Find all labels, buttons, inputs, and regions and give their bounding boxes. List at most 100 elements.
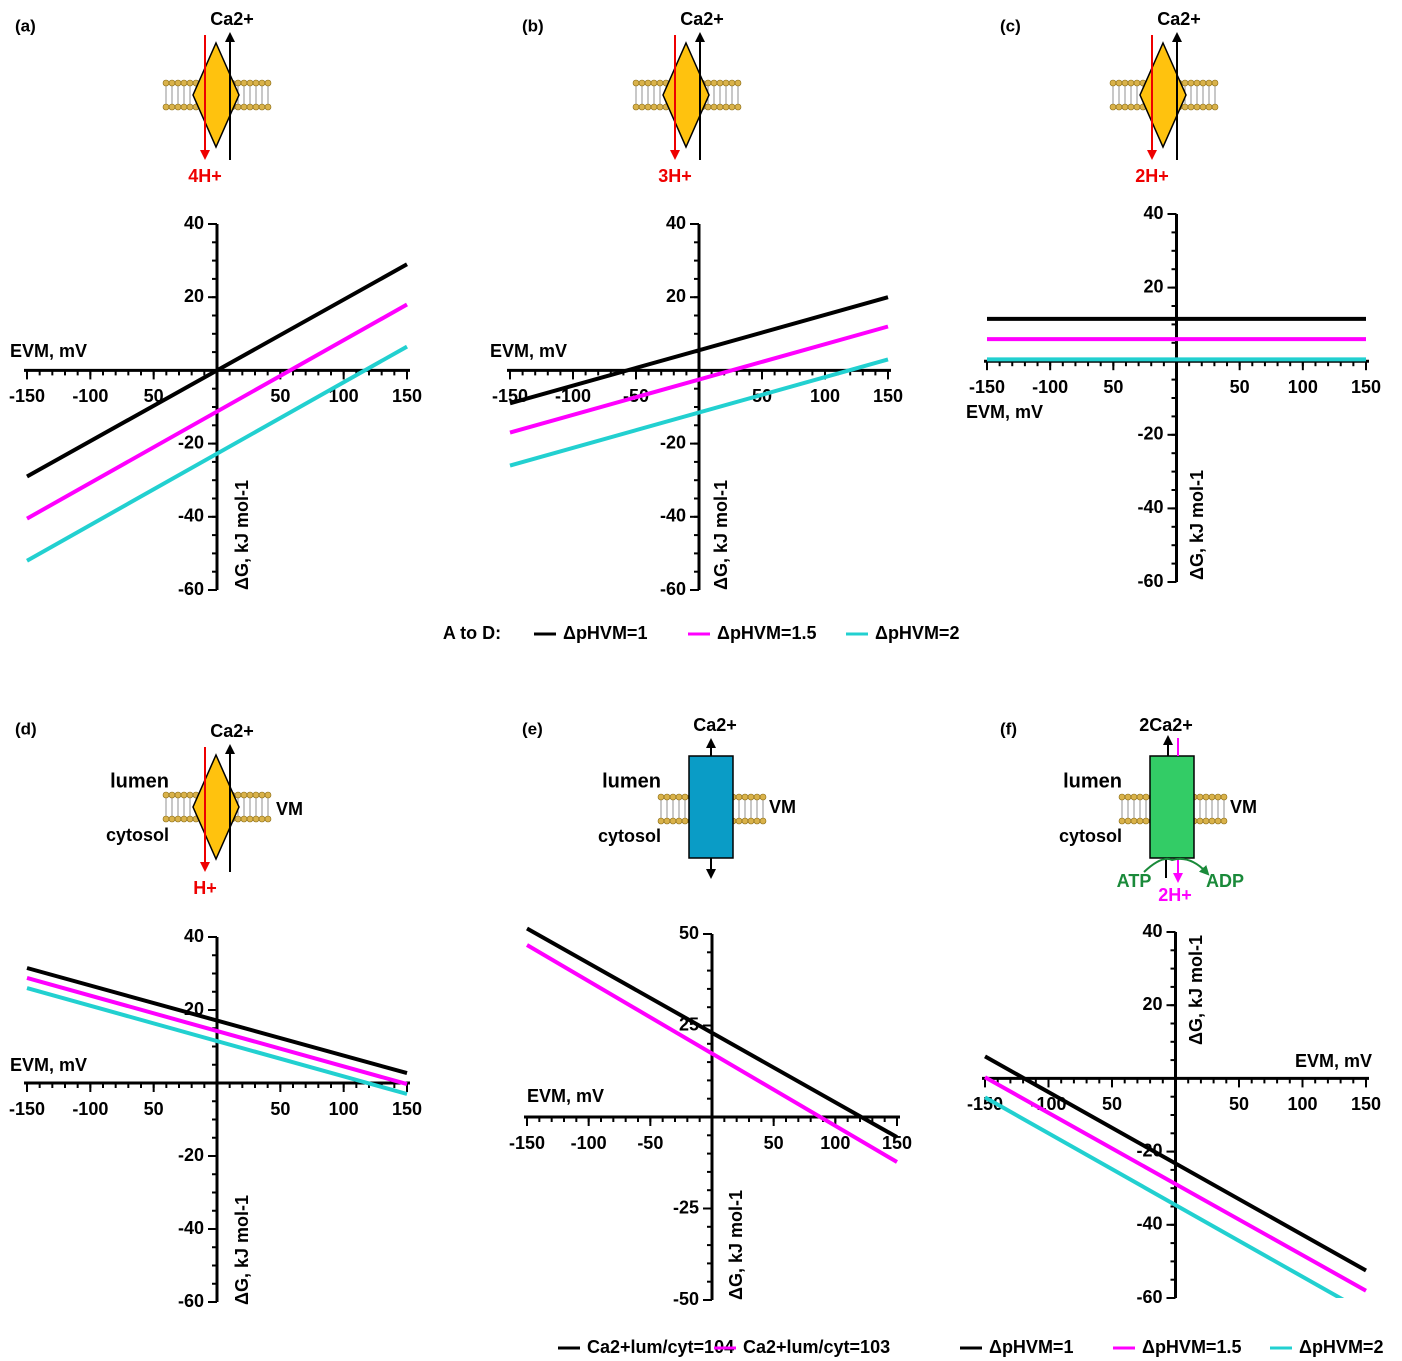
lipid-head xyxy=(1206,80,1212,86)
diagram-label: cytosol xyxy=(106,825,169,845)
lipid-head xyxy=(247,816,253,822)
legend-label: Ca2+lum/cyt=104 xyxy=(587,1337,734,1357)
panel-label: (e) xyxy=(522,719,543,738)
lipid-head xyxy=(1200,104,1206,110)
lipid-head xyxy=(1122,104,1128,110)
diagram-label: 3H+ xyxy=(658,166,692,186)
y-tick-label: -60 xyxy=(660,579,686,599)
x-tick-label: 50 xyxy=(1102,1094,1122,1114)
lipid-head xyxy=(651,104,657,110)
lipid-head xyxy=(639,80,645,86)
diagram-label: VM xyxy=(276,799,303,819)
diagram-label: Ca2+ xyxy=(1157,9,1201,29)
x-axis-label: EVM, mV xyxy=(490,341,567,361)
transporter xyxy=(663,43,709,147)
lipid-head xyxy=(1143,818,1149,824)
lipid-head xyxy=(1125,794,1131,800)
diagram-label: 4H+ xyxy=(188,166,222,186)
lipid-head xyxy=(1122,80,1128,86)
lipid-head xyxy=(705,80,711,86)
lipid-head xyxy=(241,816,247,822)
lipid-head xyxy=(664,818,670,824)
lipid-head xyxy=(253,104,259,110)
legend-label: ΔpHVM=2 xyxy=(1299,1337,1383,1357)
y-axis-label: ΔG, kJ mol-1 xyxy=(711,480,731,590)
y-tick-label: -40 xyxy=(178,1218,204,1238)
lipid-head xyxy=(748,818,754,824)
y-tick-label: -60 xyxy=(1137,571,1163,591)
lipid-head xyxy=(1110,80,1116,86)
legend-label: ΔpHVM=1.5 xyxy=(717,623,816,643)
lipid-head xyxy=(175,816,181,822)
lipid-head xyxy=(639,104,645,110)
lipid-head xyxy=(633,104,639,110)
lipid-head xyxy=(265,816,271,822)
diagram-label: H+ xyxy=(193,878,217,898)
lipid-head xyxy=(711,80,717,86)
lipid-head xyxy=(1200,80,1206,86)
lipid-head xyxy=(241,80,247,86)
lipid-head xyxy=(181,816,187,822)
lipid-head xyxy=(1125,818,1131,824)
lipid-head xyxy=(1116,80,1122,86)
lipid-head xyxy=(163,816,169,822)
lipid-head xyxy=(736,818,742,824)
y-tick-label: -60 xyxy=(178,1291,204,1311)
y-axis-label: ΔG, kJ mol-1 xyxy=(1187,470,1207,580)
y-axis-label: ΔG, kJ mol-1 xyxy=(1186,935,1206,1045)
lipid-head xyxy=(657,104,663,110)
y-axis-label: ΔG, kJ mol-1 xyxy=(232,1195,252,1305)
x-tick-label: -150 xyxy=(9,1099,45,1119)
lipid-head xyxy=(651,80,657,86)
x-tick-label: 150 xyxy=(392,1099,422,1119)
lipid-head xyxy=(748,794,754,800)
lipid-head xyxy=(259,792,265,798)
lipid-head xyxy=(175,792,181,798)
x-tick-label: -100 xyxy=(72,1099,108,1119)
atp-arrow xyxy=(1144,859,1206,872)
lipid-head xyxy=(253,816,259,822)
lipid-head xyxy=(235,792,241,798)
y-tick-label: -60 xyxy=(178,579,204,599)
lipid-head xyxy=(658,794,664,800)
transporter xyxy=(1150,756,1194,858)
x-axis-label: EVM, mV xyxy=(966,402,1043,422)
lipid-head xyxy=(1203,818,1209,824)
lipid-head xyxy=(1119,818,1125,824)
lipid-head xyxy=(754,794,760,800)
lipid-head xyxy=(1221,794,1227,800)
diagram-label: lumen xyxy=(602,770,661,792)
lipid-head xyxy=(187,816,193,822)
y-tick-label: -40 xyxy=(178,506,204,526)
y-tick-label: 40 xyxy=(184,213,204,233)
lipid-head xyxy=(1128,104,1134,110)
y-tick-label: 40 xyxy=(1143,203,1163,223)
x-tick-label: -100 xyxy=(571,1133,607,1153)
lipid-head xyxy=(633,80,639,86)
y-tick-label: -60 xyxy=(1136,1287,1162,1307)
x-tick-label: 150 xyxy=(873,386,903,406)
y-tick-label: 40 xyxy=(1142,921,1162,941)
lipid-head xyxy=(241,104,247,110)
lipid-head xyxy=(670,794,676,800)
lipid-head xyxy=(163,80,169,86)
x-tick-label: 100 xyxy=(820,1133,850,1153)
lipid-head xyxy=(1137,794,1143,800)
lipid-head xyxy=(1137,818,1143,824)
legend-label: ΔpHVM=1 xyxy=(563,623,647,643)
x-tick-label: 50 xyxy=(144,1099,164,1119)
panel-label: (b) xyxy=(522,16,544,35)
lipid-head xyxy=(1119,794,1125,800)
lipid-head xyxy=(1116,104,1122,110)
diagram-label: Ca2+ xyxy=(693,715,737,735)
x-tick-label: -100 xyxy=(1032,377,1068,397)
lipid-head xyxy=(670,818,676,824)
x-tick-label: 100 xyxy=(1288,377,1318,397)
lipid-head xyxy=(1215,818,1221,824)
lipid-head xyxy=(181,104,187,110)
lipid-head xyxy=(657,80,663,86)
x-tick-label: 100 xyxy=(329,1099,359,1119)
lipid-head xyxy=(1134,80,1140,86)
lipid-head xyxy=(235,816,241,822)
y-tick-label: 50 xyxy=(679,923,699,943)
